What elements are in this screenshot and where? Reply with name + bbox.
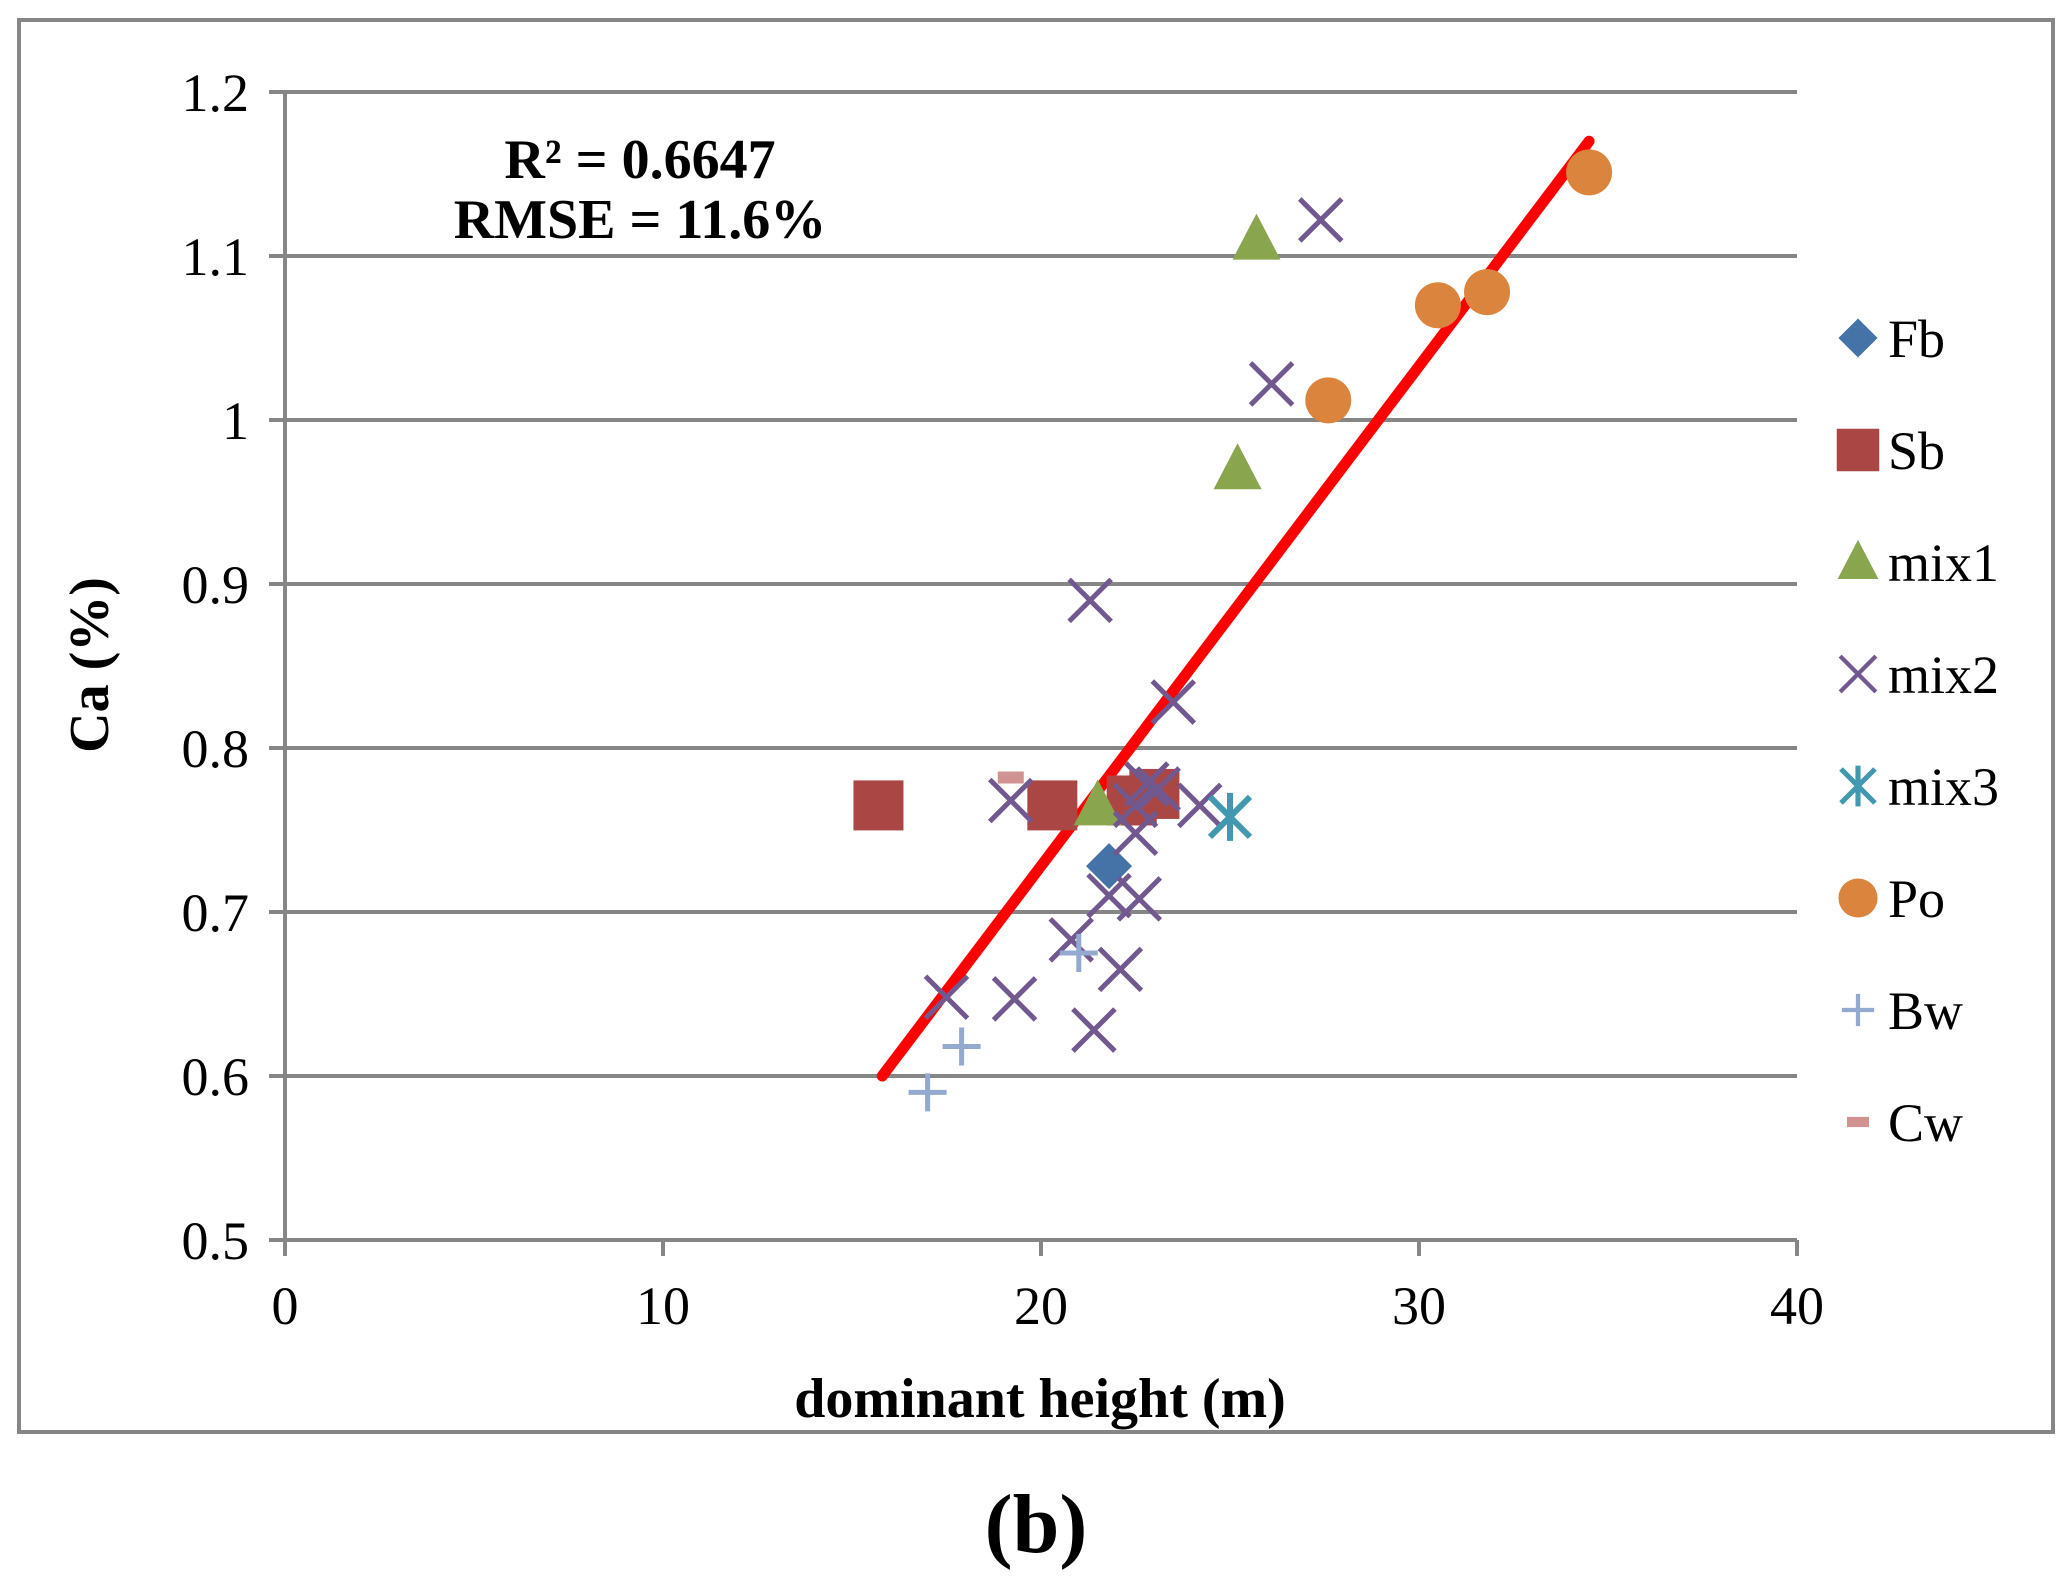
point-mix2 (1124, 761, 1170, 807)
legend-marker-mix3 (1839, 765, 1877, 807)
point-Bw (908, 1073, 947, 1112)
point-Po (1414, 282, 1461, 329)
legend-marker-Sb (1836, 428, 1880, 472)
point-mix2 (1097, 946, 1144, 993)
legend-label-Cw: Cw (1888, 1093, 1963, 1153)
point-mix1 (1213, 443, 1262, 490)
point-mix2 (1297, 197, 1344, 243)
x-tick-label: 40 (1770, 1276, 1824, 1336)
legend-label-Sb: Sb (1888, 421, 1945, 481)
chart-frame (17, 18, 2055, 1434)
y-axis-title: Ca (%) (59, 577, 121, 753)
point-Bw (942, 1027, 981, 1066)
point-mix2 (1112, 810, 1159, 857)
point-Sb (1027, 780, 1078, 831)
legend-marker-Cw (1846, 1116, 1870, 1128)
point-Bw (1059, 934, 1098, 972)
data-points (853, 149, 1613, 1112)
x-tick-label: 20 (1014, 1276, 1068, 1336)
axes: 0.5 0.6 0.7 0.8 0.9 1 1.1 1.2 0 10 20 30 40 (182, 63, 1825, 1336)
point-Po (1566, 149, 1613, 196)
legend-label-Fb: Fb (1888, 309, 1945, 369)
point-mix2 (923, 974, 970, 1021)
y-tick-label: 0.6 (182, 1047, 250, 1107)
point-Sb (853, 780, 904, 831)
rmse-annotation: RMSE = 11.6% (454, 189, 827, 251)
legend-label-mix2: mix2 (1888, 645, 1999, 705)
legend-marker-Bw (1841, 993, 1875, 1027)
y-tick-label: 1.2 (182, 63, 250, 123)
point-mix2 (1150, 679, 1197, 725)
legend-label-mix1: mix1 (1888, 533, 1999, 593)
legend-label-Bw: Bw (1888, 981, 1963, 1041)
point-Po (1305, 377, 1352, 424)
point-Po (1464, 269, 1511, 316)
point-mix2 (1135, 766, 1181, 812)
point-mix2 (991, 976, 1038, 1022)
point-Cw (997, 771, 1024, 784)
y-tick-label: 1 (222, 391, 249, 451)
legend-marker-mix2 (1838, 654, 1878, 694)
gridlines (285, 90, 1797, 1078)
y-tick-label: 0.5 (182, 1211, 250, 1271)
legend-marker-mix1 (1837, 539, 1879, 579)
y-tick-label: 1.1 (182, 227, 250, 287)
r-squared-annotation: R² = 0.6647 (504, 129, 775, 191)
y-tick-label: 0.7 (182, 883, 250, 943)
point-mix1 (1232, 213, 1281, 260)
x-tick-label: 10 (636, 1276, 690, 1336)
point-mix2 (987, 777, 1034, 824)
point-mix2 (1067, 577, 1113, 624)
figure-caption: (b) (985, 1478, 1088, 1571)
legend: Fb Sb mix1 mix2 mix3 Po Bw Cw (1836, 309, 1999, 1153)
y-tick-label: 0.8 (182, 719, 250, 779)
legend-label-mix3: mix3 (1888, 757, 1999, 817)
point-mix2 (1071, 1007, 1117, 1053)
point-mix1 (1073, 779, 1122, 826)
point-mix2 (1248, 361, 1295, 407)
y-tick-label: 0.9 (182, 555, 250, 615)
x-tick-label: 30 (1392, 1276, 1446, 1336)
point-mix3 (1207, 792, 1253, 841)
x-tick-label: 0 (272, 1276, 299, 1336)
x-axis-title: dominant height (m) (794, 1368, 1286, 1430)
legend-marker-Fb (1838, 318, 1878, 358)
legend-label-Po: Po (1888, 869, 1945, 929)
text-labels: R² = 0.6647 RMSE = 11.6% dominant height… (59, 129, 1286, 1571)
point-mix2 (1176, 782, 1223, 829)
point-mix2 (1116, 876, 1163, 922)
legend-marker-Po (1838, 878, 1878, 918)
